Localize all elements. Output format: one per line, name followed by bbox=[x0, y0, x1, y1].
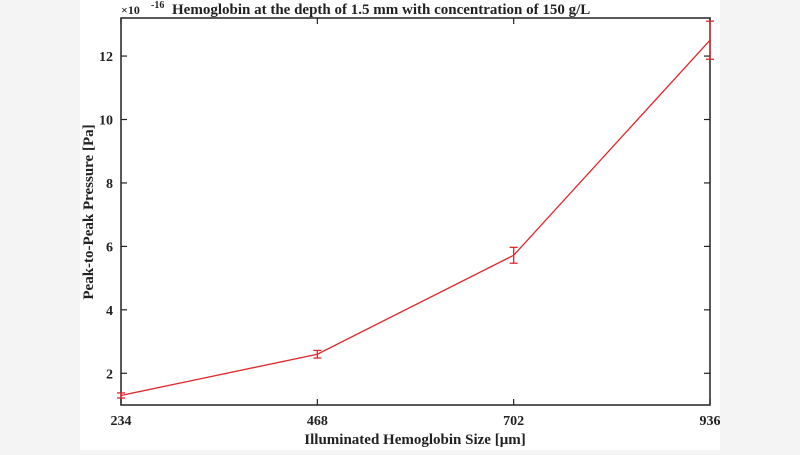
y-tick-label: 10 bbox=[99, 114, 113, 129]
y-tick-label: 4 bbox=[106, 304, 113, 319]
y-axis-label: Peak-to-Peak Pressure [Pa] bbox=[81, 124, 97, 299]
error-bar bbox=[117, 392, 125, 399]
y-tick-label: 8 bbox=[106, 177, 113, 192]
y-multiplier-base: ×10 bbox=[121, 3, 140, 17]
plot-area bbox=[120, 17, 711, 406]
chart-title: Hemoglobin at the depth of 1.5 mm with c… bbox=[172, 2, 590, 18]
series-layer bbox=[117, 20, 714, 399]
x-tick-label: 234 bbox=[111, 414, 132, 429]
x-tick-label: 702 bbox=[503, 414, 524, 429]
y-multiplier-exponent: -16 bbox=[151, 0, 164, 11]
error-bar bbox=[313, 349, 322, 359]
y-tick-label: 2 bbox=[106, 367, 113, 382]
x-axis-label: Illuminated Hemoglobin Size [μm] bbox=[304, 432, 525, 448]
x-tick-label: 468 bbox=[307, 414, 328, 429]
x-tick-label: 936 bbox=[700, 414, 721, 429]
series-line bbox=[120, 39, 711, 397]
y-tick-label: 12 bbox=[99, 50, 113, 65]
y-tick-label: 6 bbox=[106, 240, 113, 255]
error-bar bbox=[509, 246, 518, 264]
error-bar bbox=[706, 20, 714, 60]
